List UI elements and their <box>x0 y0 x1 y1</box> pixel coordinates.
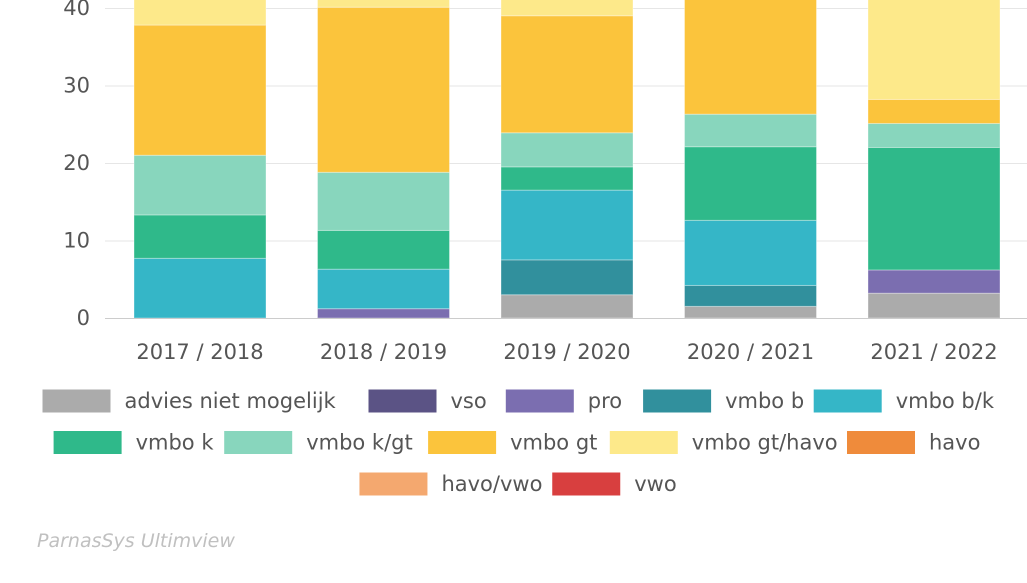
y-tick-label: 30 <box>63 74 90 98</box>
bars <box>133 0 1001 319</box>
legend-label: vmbo k <box>136 431 215 455</box>
legend-item[interactable]: advies niet mogelijk <box>42 389 337 413</box>
legend-swatch <box>42 389 111 413</box>
legend-item[interactable]: vmbo b/k <box>813 389 995 413</box>
legend-label: vmbo gt <box>510 431 597 455</box>
legend-swatch <box>552 472 621 496</box>
legend-swatch <box>359 472 428 496</box>
legend-item[interactable]: vmbo b <box>643 389 804 413</box>
bar-segment <box>500 15 634 134</box>
legend-item[interactable]: vmbo gt <box>428 431 597 455</box>
bar-segment <box>500 0 634 17</box>
bar-segment <box>317 308 450 319</box>
legend-item[interactable]: vmbo k <box>53 431 215 455</box>
legend-label: havo/vwo <box>441 472 542 496</box>
bar-segment <box>867 269 1001 294</box>
legend-swatch <box>505 389 574 413</box>
bar-segment <box>684 0 817 115</box>
credit-text: ParnasSys Ultimview <box>37 530 235 552</box>
bar-segment <box>317 171 450 231</box>
bar-segment <box>317 6 450 173</box>
legend-swatch <box>53 431 122 454</box>
bar-segment <box>500 259 634 296</box>
bar-segment <box>500 189 634 261</box>
legend-label: vmbo k/gt <box>306 431 413 455</box>
legend-item[interactable]: vmbo gt/havo <box>609 431 838 455</box>
bar-segment <box>867 147 1001 271</box>
bar-segment <box>317 0 450 8</box>
legend-swatch <box>609 431 678 454</box>
bar-segment <box>500 132 634 168</box>
legend-item[interactable]: vwo <box>552 472 677 496</box>
legend: advies niet mogelijk vso pro vmbo b vmbo b/k… <box>42 389 995 496</box>
y-tick-label: 20 <box>63 151 90 175</box>
bar-segment <box>500 166 634 191</box>
legend-swatch <box>428 431 497 454</box>
bar-segment <box>133 214 267 259</box>
legend-item[interactable]: vso <box>368 389 487 413</box>
bar-segment <box>133 24 267 156</box>
legend-swatch <box>643 389 712 413</box>
y-tick-label: 10 <box>63 229 90 253</box>
bar-segment <box>867 98 1001 124</box>
legend-swatch <box>224 431 293 454</box>
x-tick-label: 2018 / 2019 <box>320 340 447 364</box>
legend-swatch <box>813 389 882 413</box>
bar-segment <box>684 146 817 221</box>
bar-segment <box>500 294 634 319</box>
legend-label: advies niet mogelijk <box>125 389 337 413</box>
x-axis: 2017 / 2018 2018 / 2019 2019 / 2020 2020 / … <box>136 340 997 364</box>
legend-label: vmbo b/k <box>896 389 995 413</box>
bar-segment <box>684 113 817 148</box>
legend-item[interactable]: vmbo k/gt <box>224 431 413 455</box>
bar-segment <box>867 122 1001 148</box>
legend-label: vmbo b <box>725 389 804 413</box>
legend-label: vwo <box>634 472 676 496</box>
x-tick-label: 2019 / 2020 <box>503 340 630 364</box>
legend-swatch <box>368 389 437 413</box>
x-tick-label: 2017 / 2018 <box>136 340 263 364</box>
y-tick-label: 0 <box>77 306 90 330</box>
bar-segment <box>133 0 267 26</box>
y-tick-label: 40 <box>63 0 90 20</box>
bar-segment <box>133 154 267 216</box>
bar-segment <box>867 0 1001 100</box>
bar-segment <box>684 284 817 307</box>
y-axis: 0 10 20 30 40 <box>63 0 90 330</box>
bar-segment <box>867 292 1001 319</box>
legend-swatch <box>847 431 915 454</box>
x-tick-label: 2021 / 2022 <box>870 340 997 364</box>
legend-label: vso <box>451 389 487 413</box>
bar-segment <box>133 257 267 319</box>
legend-item[interactable]: pro <box>505 389 622 413</box>
legend-label: vmbo gt/havo <box>692 431 838 455</box>
legend-item[interactable]: havo <box>847 431 980 455</box>
legend-label: havo <box>929 431 980 455</box>
legend-label: pro <box>588 389 622 413</box>
bar-segment <box>684 305 817 319</box>
legend-item[interactable]: havo/vwo <box>359 472 542 496</box>
bar-segment <box>317 268 450 310</box>
bar-segment <box>684 219 817 286</box>
bar-segment <box>317 229 450 270</box>
x-tick-label: 2020 / 2021 <box>687 340 814 364</box>
